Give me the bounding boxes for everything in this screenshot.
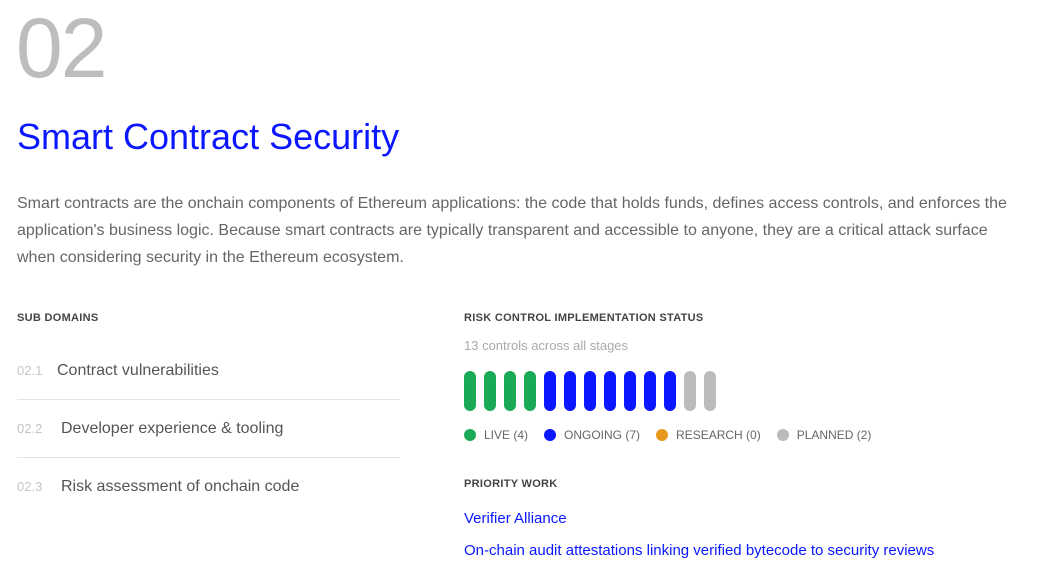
status-pill-ongoing (604, 371, 616, 411)
legend-live: LIVE (4) (464, 428, 528, 442)
sub-domain-id: 02.3 (17, 479, 43, 494)
status-pills (464, 371, 716, 411)
status-pill-ongoing (544, 371, 556, 411)
sub-domain-item[interactable]: 02.1 Contract vulnerabilities (17, 342, 400, 400)
ongoing-dot-icon (544, 429, 557, 441)
status-pill-planned (704, 371, 716, 411)
sub-domain-id: 02.1 (17, 363, 43, 378)
legend-ongoing: ONGOING (7) (544, 428, 640, 442)
legend-research: RESEARCH (0) (656, 428, 761, 442)
status-pill-ongoing (644, 371, 656, 411)
status-pill-ongoing (624, 371, 636, 411)
status-pill-ongoing (664, 371, 676, 411)
status-legend: LIVE (4) ONGOING (7) RESEARCH (0) PLANNE… (464, 428, 871, 442)
sub-domain-id: 02.2 (17, 421, 43, 436)
sub-domain-item[interactable]: 02.2 Developer experience & tooling (17, 400, 400, 458)
status-heading: RISK CONTROL IMPLEMENTATION STATUS (464, 312, 704, 324)
legend-label: ONGOING (7) (564, 428, 641, 442)
page-title: Smart Contract Security (17, 116, 400, 157)
sub-domain-label: Risk assessment of onchain code (61, 477, 300, 495)
legend-label: RESEARCH (0) (676, 428, 761, 442)
priority-link[interactable]: On-chain audit attestations linking veri… (464, 542, 935, 559)
planned-dot-icon (776, 429, 789, 441)
sub-domain-label: Contract vulnerabilities (57, 361, 219, 379)
status-pill-live (464, 371, 476, 411)
status-pill-planned (684, 371, 696, 411)
status-caption: 13 controls across all stages (464, 338, 629, 353)
description: Smart contracts are the onchain componen… (17, 195, 1007, 266)
legend-label: PLANNED (2) (796, 428, 872, 442)
status-pill-live (504, 371, 516, 411)
status-pill-live (524, 371, 536, 411)
sub-domain-list: 02.1 Contract vulnerabilities 02.2 Develop… (17, 342, 400, 515)
priority-heading: PRIORITY WORK (464, 478, 558, 490)
section-number: 02 (16, 1, 107, 95)
legend-label: LIVE (4) (484, 428, 529, 442)
sub-domain-item[interactable]: 02.3 Risk assessment of onchain code (17, 458, 400, 515)
status-pill-ongoing (564, 371, 576, 411)
sub-domains-heading: SUB DOMAINS (17, 312, 99, 324)
legend-planned: PLANNED (2) (776, 428, 872, 442)
live-dot-icon (464, 429, 476, 441)
status-pill-live (484, 371, 496, 411)
sub-domain-label: Developer experience & tooling (61, 419, 284, 437)
status-pill-ongoing (584, 371, 596, 411)
priority-link[interactable]: Verifier Alliance (464, 510, 567, 527)
research-dot-icon (656, 429, 669, 441)
